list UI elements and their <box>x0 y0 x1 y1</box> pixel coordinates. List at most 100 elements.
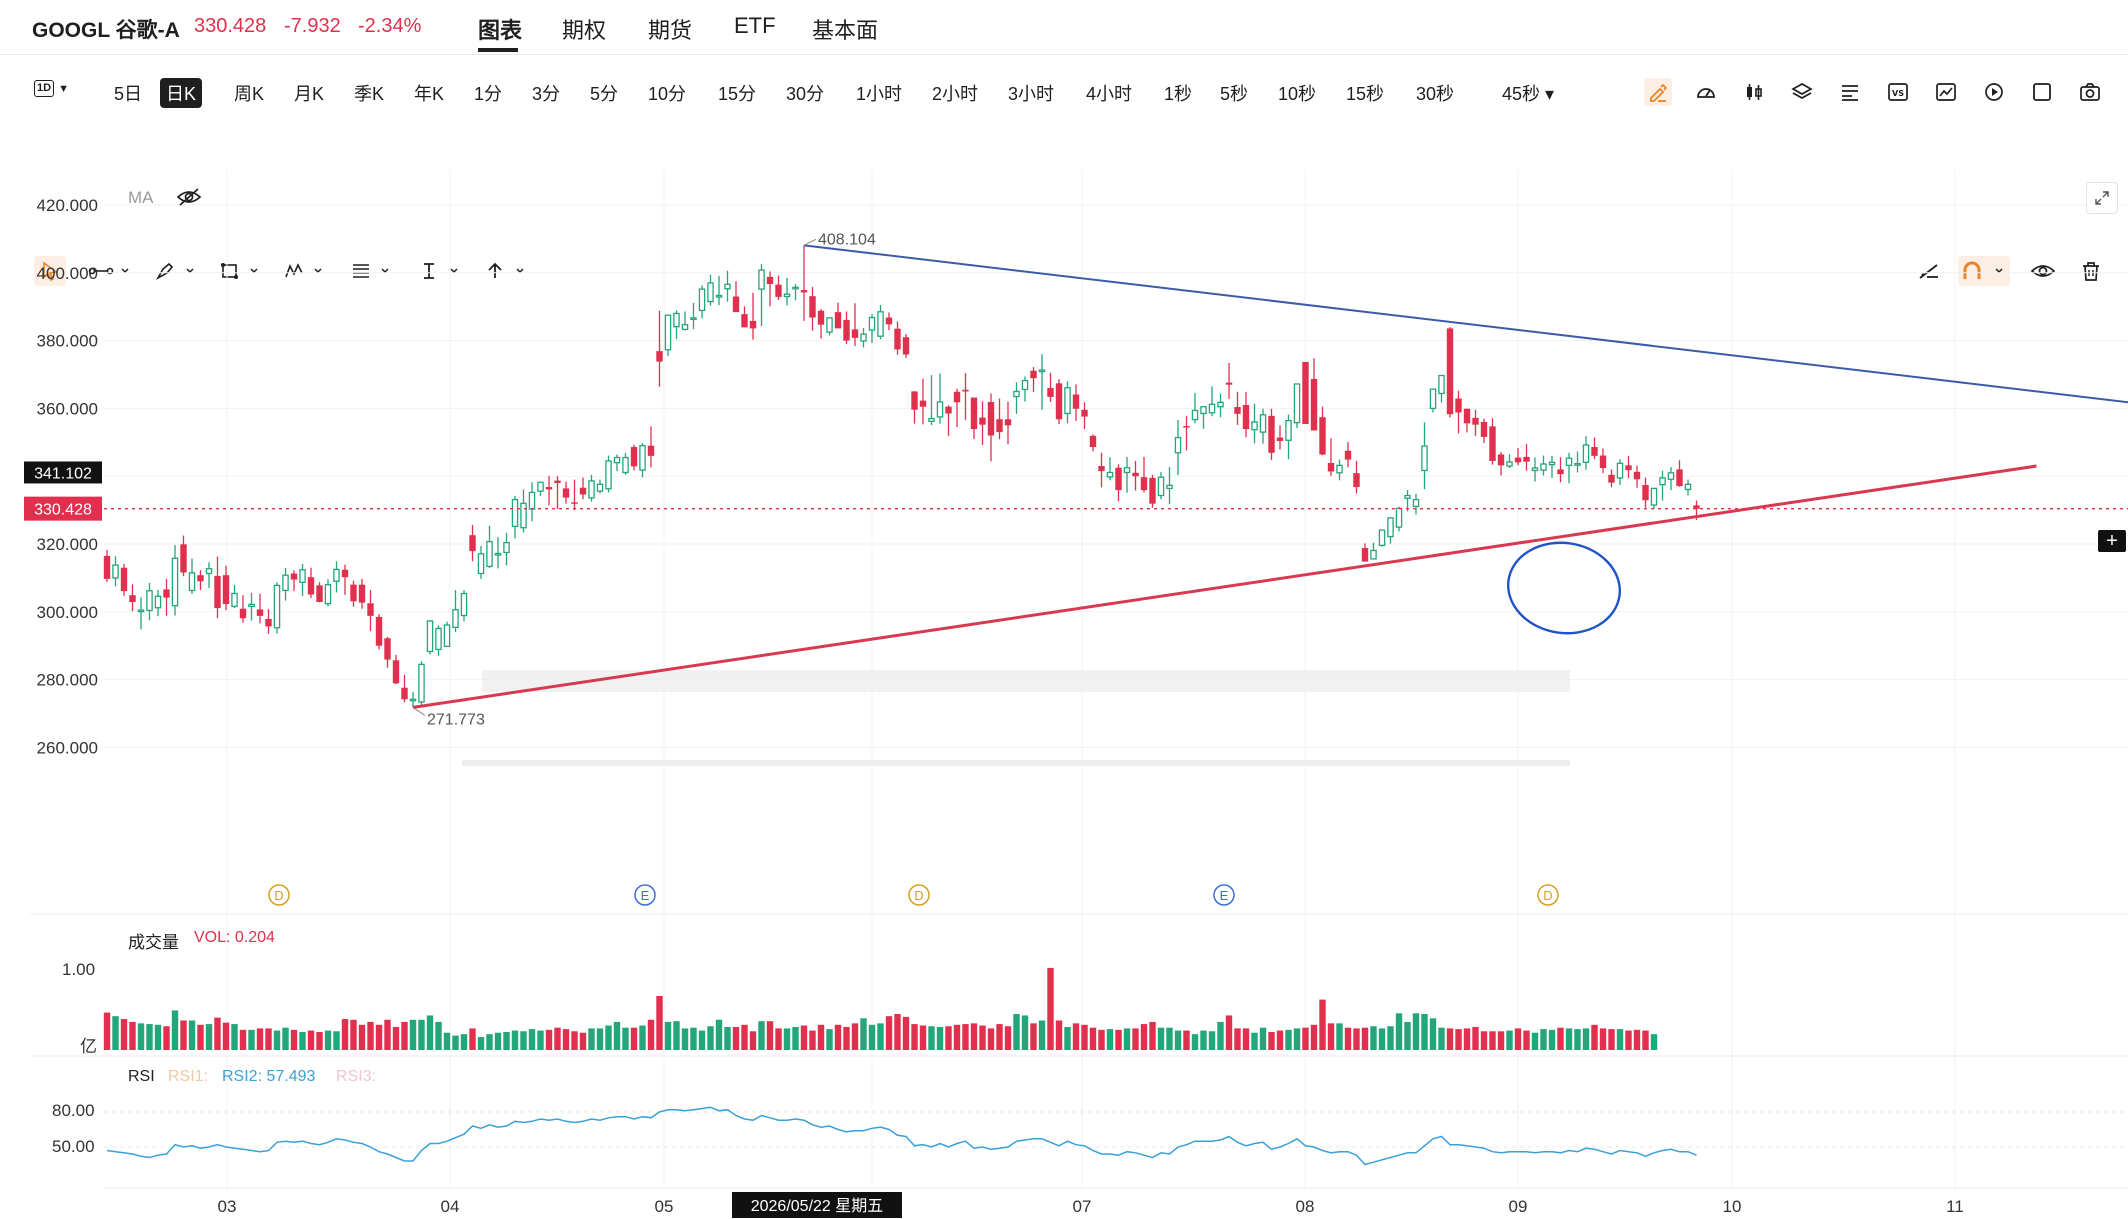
support-trendline[interactable] <box>412 464 2037 709</box>
period-1[interactable]: 日K <box>160 78 203 108</box>
volume-bar <box>1115 1029 1122 1050</box>
event-marker-earnings[interactable] <box>1213 884 1235 906</box>
tab-fundamentals[interactable]: 基本面 <box>812 18 879 43</box>
tab-chart[interactable]: 图表 <box>478 18 523 43</box>
expand-icon[interactable] <box>2086 182 2118 214</box>
text-tool-icon[interactable] <box>418 256 464 286</box>
candle-body-down <box>817 310 825 325</box>
event-marker-earnings[interactable] <box>634 884 656 906</box>
candle-body-up <box>1370 549 1377 560</box>
pen-tool-icon[interactable] <box>154 256 200 286</box>
volume-bar <box>1132 1028 1139 1050</box>
period-15[interactable]: 4小时 <box>1086 84 1133 104</box>
candle-body-up <box>1548 461 1556 466</box>
period-4[interactable]: 季K <box>354 84 385 104</box>
candle-body-up <box>418 663 425 703</box>
volume-bar <box>1013 1014 1020 1050</box>
line-tool-icon[interactable] <box>86 256 134 286</box>
candle-body-down <box>987 401 995 436</box>
period-7[interactable]: 3分 <box>532 84 561 104</box>
ruler-icon[interactable] <box>1914 256 1944 286</box>
tab-etf[interactable]: ETF <box>734 13 776 38</box>
volume-bar <box>1259 1027 1267 1050</box>
period-9[interactable]: 10分 <box>648 84 687 104</box>
volume-bar <box>1514 1028 1522 1050</box>
vs-icon[interactable]: VS <box>1884 78 1912 106</box>
volume-bar <box>605 1025 612 1050</box>
eye-icon[interactable] <box>2028 256 2058 286</box>
replay-icon[interactable] <box>1980 78 2008 106</box>
period-19[interactable]: 15秒 <box>1346 84 1385 104</box>
period-2[interactable]: 周K <box>234 84 265 104</box>
chart-icon[interactable] <box>1932 78 1960 106</box>
period-0[interactable]: 5日 <box>114 84 143 104</box>
period-5[interactable]: 年K <box>414 84 445 104</box>
period-14[interactable]: 3小时 <box>1008 84 1055 104</box>
lines-icon[interactable] <box>1836 78 1864 106</box>
period-18[interactable]: 10秒 <box>1278 84 1317 104</box>
annotation-circle[interactable] <box>1502 536 1625 641</box>
gauge-icon[interactable] <box>1692 78 1720 106</box>
trendlines[interactable] <box>104 244 2128 709</box>
camera-icon[interactable] <box>2076 78 2104 106</box>
volume-bar <box>690 1027 697 1050</box>
event-marker-dividend[interactable] <box>908 884 930 906</box>
period-10[interactable]: 15分 <box>718 84 757 104</box>
rect-tool-icon[interactable] <box>218 256 264 286</box>
volume-bar <box>1200 1030 1207 1050</box>
candle-body-down <box>834 312 842 329</box>
candle-body-down <box>1514 457 1522 463</box>
period-17[interactable]: 5秒 <box>1220 84 1249 104</box>
volume-bar <box>1370 1026 1377 1050</box>
pattern-tool-icon[interactable] <box>282 256 328 286</box>
candle-body-down <box>1225 382 1233 385</box>
period-3[interactable]: 月K <box>294 84 325 104</box>
brush-icon[interactable] <box>1644 78 1672 106</box>
cursor-icon[interactable] <box>34 256 66 286</box>
volume-bar <box>324 1030 332 1050</box>
candle-body-down <box>1276 437 1284 441</box>
tab-options[interactable]: 期权 <box>562 18 607 43</box>
period-8[interactable]: 5分 <box>590 84 619 104</box>
volume-bar <box>154 1024 162 1050</box>
low-marker <box>412 706 426 716</box>
add-alert-icon[interactable]: + <box>2098 530 2126 552</box>
period-16[interactable]: 1秒 <box>1164 84 1193 104</box>
volume-bar <box>1344 1027 1352 1050</box>
text-list-icon[interactable] <box>348 256 396 286</box>
arrow-up-icon[interactable] <box>484 256 530 286</box>
square-icon[interactable] <box>2028 78 2056 106</box>
layers-icon[interactable] <box>1788 78 1816 106</box>
candle-body-up <box>673 312 680 328</box>
candle-body-up <box>494 552 502 556</box>
tab-futures[interactable]: 期货 <box>648 18 693 43</box>
event-marker-dividend[interactable] <box>268 884 290 906</box>
resistance-trendline[interactable] <box>803 244 2128 418</box>
magnet-icon[interactable] <box>1958 256 2010 286</box>
interval-selector[interactable]: 1D ▼ <box>34 80 69 97</box>
period-13[interactable]: 2小时 <box>932 84 979 104</box>
candle-body-up <box>1531 467 1539 472</box>
volume-bar <box>460 1034 468 1050</box>
period-12[interactable]: 1小时 <box>856 84 903 104</box>
candles-icon[interactable] <box>1740 78 1768 106</box>
ma-indicator-label[interactable]: MA <box>128 188 154 207</box>
chart-area[interactable]: 420.000400.000380.000360.000340.000320.0… <box>0 170 2128 1219</box>
volume-bar <box>1378 1028 1386 1050</box>
volume-bar <box>1217 1021 1224 1050</box>
event-marker-dividend[interactable] <box>1537 884 1559 906</box>
candle-body-up <box>1259 414 1267 433</box>
volume-bar <box>1336 1023 1343 1050</box>
hide-indicator-icon[interactable] <box>176 186 202 213</box>
volume-title: 成交量 <box>128 933 179 952</box>
period-bar: 1D ▼ 5日 日K 周K 月K 季K 年K 1分 3分 5分 10分 15分 30分 1小时 2小时 3小… <box>0 68 2128 112</box>
period-21[interactable]: 45秒 ▾ <box>1502 84 1555 104</box>
volume-bar <box>1557 1027 1564 1050</box>
candle-body-up <box>1217 401 1224 408</box>
period-20[interactable]: 30秒 <box>1416 84 1455 104</box>
candle-body-up <box>826 317 833 333</box>
period-11[interactable]: 30分 <box>786 84 825 104</box>
candle-body-up <box>1191 409 1199 421</box>
period-6[interactable]: 1分 <box>474 84 503 104</box>
volume-bar <box>698 1030 706 1050</box>
